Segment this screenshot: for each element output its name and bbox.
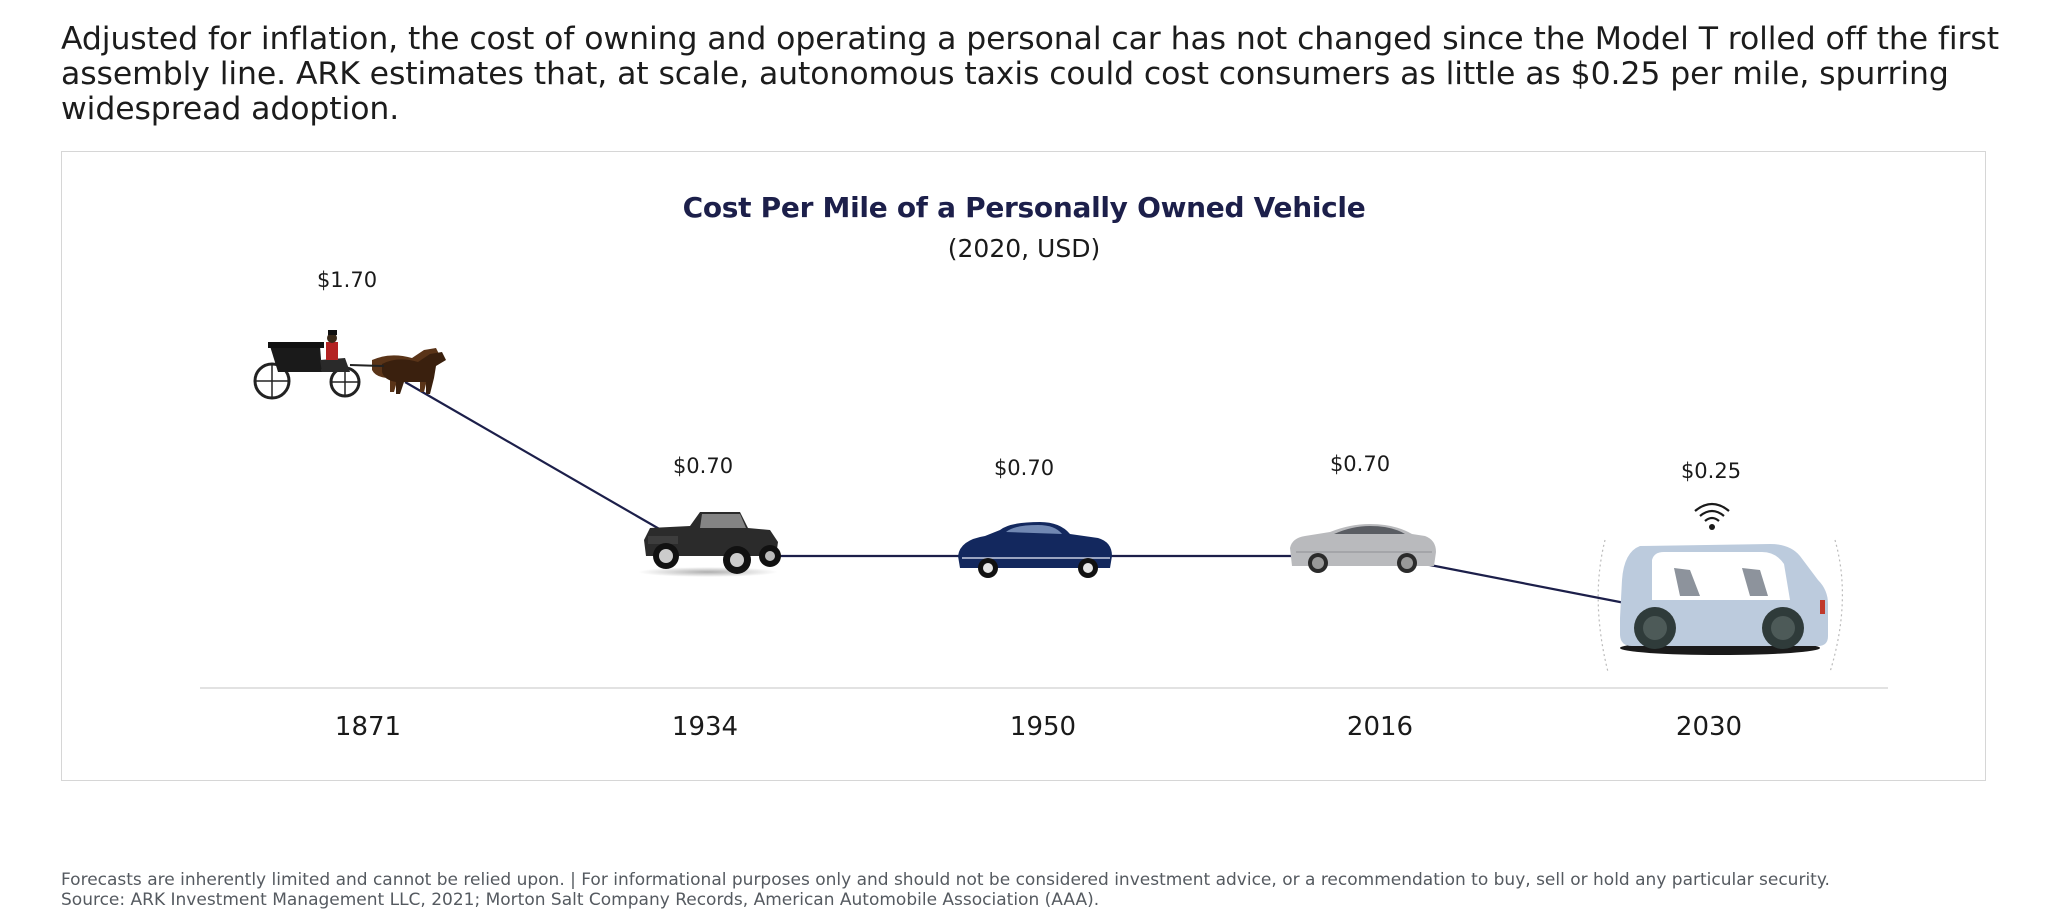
x-tick-label: 2030 — [1676, 712, 1742, 742]
chart-title: Cost Per Mile of a Personally Owned Vehi… — [682, 191, 1366, 224]
data-label: $0.70 — [673, 454, 733, 478]
autonomous-taxi-icon — [1597, 539, 1843, 673]
sedan-1950-icon — [958, 522, 1112, 578]
series-line — [404, 381, 1626, 605]
chart-subtitle: (2020, USD) — [947, 234, 1101, 263]
chart-panel — [61, 151, 1986, 781]
data-label: $1.70 — [317, 268, 377, 292]
horse-carriage-icon — [253, 330, 446, 400]
headline-text: Adjusted for inflation, the cost of owni… — [61, 21, 1999, 127]
model-t-car-icon — [638, 512, 781, 577]
data-label: $0.70 — [1330, 452, 1390, 476]
wifi-icon — [1694, 502, 1730, 530]
x-tick-label: 1871 — [335, 712, 401, 742]
data-label: $0.25 — [1681, 459, 1741, 483]
x-tick-label: 2016 — [1347, 712, 1413, 742]
x-tick-label: 1934 — [672, 712, 738, 742]
data-label: $0.70 — [994, 456, 1054, 480]
disclaimer-text: Forecasts are inherently limited and can… — [61, 870, 1830, 890]
x-tick-label: 1950 — [1010, 712, 1076, 742]
modern-sedan-icon — [1290, 524, 1436, 573]
source-text: Source: ARK Investment Management LLC, 2… — [61, 890, 1100, 910]
footnote: Forecasts are inherently limited and can… — [61, 870, 2021, 910]
